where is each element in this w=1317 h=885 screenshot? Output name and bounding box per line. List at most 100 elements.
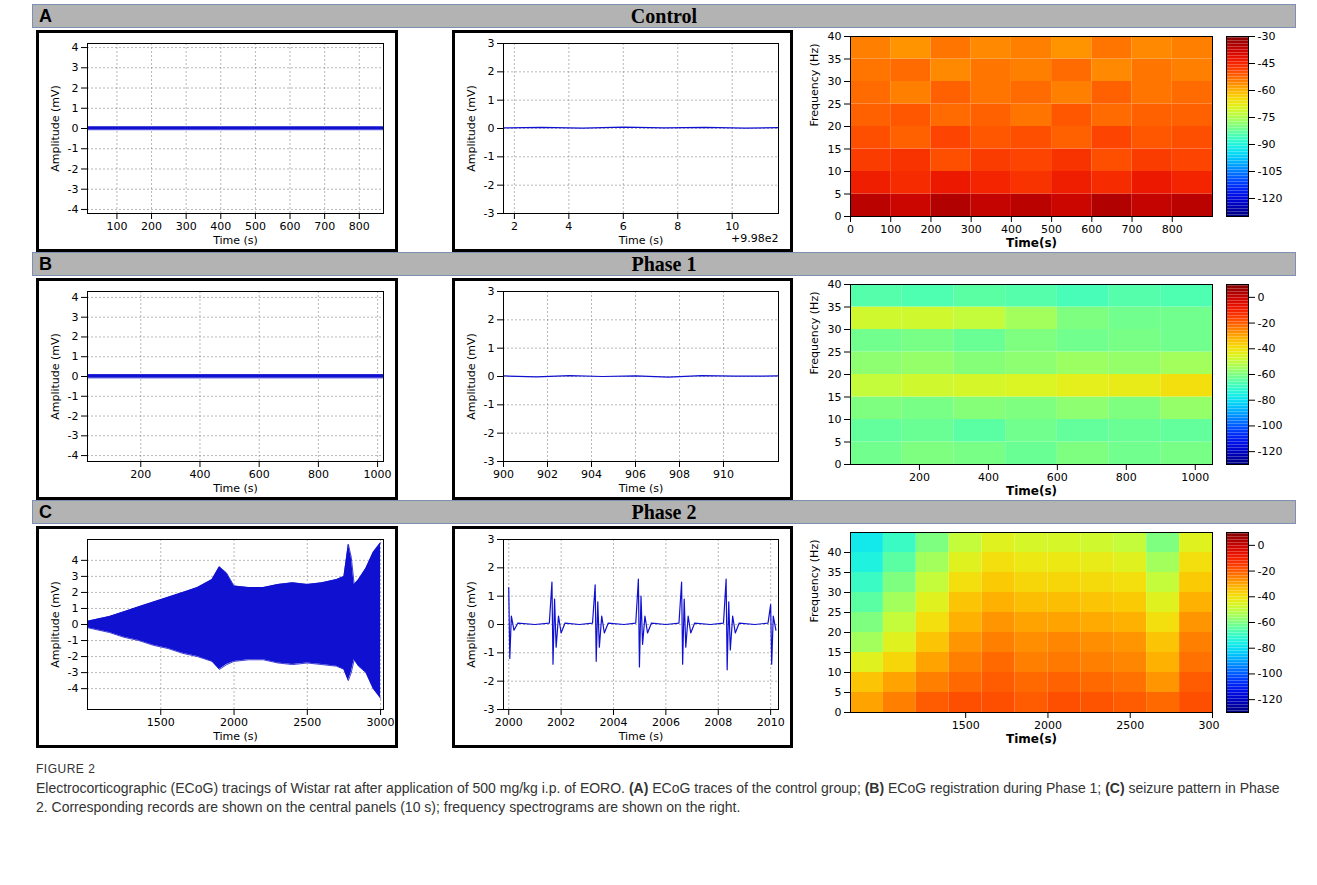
svg-text:-1: -1 xyxy=(484,398,495,411)
svg-text:3: 3 xyxy=(488,37,495,50)
svg-text:5: 5 xyxy=(835,436,842,449)
svg-text:800: 800 xyxy=(308,468,329,481)
svg-text:0: 0 xyxy=(488,122,495,135)
svg-text:2: 2 xyxy=(72,330,79,343)
svg-text:6: 6 xyxy=(620,220,627,233)
svg-text:2: 2 xyxy=(488,313,495,326)
svg-text:35: 35 xyxy=(828,301,842,314)
svg-text:0: 0 xyxy=(488,618,495,631)
svg-text:400: 400 xyxy=(978,471,999,484)
svg-text:4: 4 xyxy=(72,554,79,567)
svg-text:904: 904 xyxy=(581,468,602,481)
svg-text:Time (s): Time (s) xyxy=(212,482,258,495)
svg-text:-40: -40 xyxy=(1258,590,1276,603)
svg-text:Amplitude (mV): Amplitude (mV) xyxy=(465,333,478,420)
svg-text:Frequency (Hz): Frequency (Hz) xyxy=(808,292,821,375)
svg-text:-30: -30 xyxy=(1258,30,1276,43)
svg-text:Amplitude (mV): Amplitude (mV) xyxy=(49,581,62,668)
svg-text:3: 3 xyxy=(488,533,495,546)
svg-text:-80: -80 xyxy=(1258,394,1276,407)
svg-text:100: 100 xyxy=(106,220,127,233)
svg-text:2000: 2000 xyxy=(495,716,523,729)
svg-text:1: 1 xyxy=(488,590,495,603)
svg-text:-2: -2 xyxy=(484,179,495,192)
svg-text:0: 0 xyxy=(72,370,79,383)
svg-text:0: 0 xyxy=(72,122,79,135)
svg-text:-100: -100 xyxy=(1258,419,1283,432)
svg-text:30: 30 xyxy=(828,323,842,336)
svg-text:1: 1 xyxy=(488,94,495,107)
svg-text:400: 400 xyxy=(210,220,231,233)
svg-text:Time (s): Time (s) xyxy=(618,234,664,247)
svg-text:-1: -1 xyxy=(484,646,495,659)
svg-text:300: 300 xyxy=(961,223,982,236)
svg-text:-20: -20 xyxy=(1258,565,1276,578)
svg-text:Amplitude (mV): Amplitude (mV) xyxy=(465,85,478,172)
svg-text:100: 100 xyxy=(880,223,901,236)
svg-text:2: 2 xyxy=(488,561,495,574)
svg-text:-3: -3 xyxy=(484,207,495,220)
svg-text:3000: 3000 xyxy=(1199,719,1221,732)
svg-text:25: 25 xyxy=(828,346,842,359)
svg-text:300: 300 xyxy=(176,220,197,233)
svg-text:400: 400 xyxy=(1001,223,1022,236)
svg-text:-3: -3 xyxy=(68,429,79,442)
svg-text:2: 2 xyxy=(72,82,79,95)
svg-text:-2: -2 xyxy=(484,675,495,688)
svg-text:Time (s): Time (s) xyxy=(212,234,258,247)
svg-text:800: 800 xyxy=(1162,223,1183,236)
svg-text:200: 200 xyxy=(909,471,930,484)
svg-text:200: 200 xyxy=(141,220,162,233)
svg-text:Time(s): Time(s) xyxy=(1006,732,1057,746)
svg-text:Time(s): Time(s) xyxy=(1006,236,1057,250)
svg-text:700: 700 xyxy=(1122,223,1143,236)
svg-text:0: 0 xyxy=(72,618,79,631)
svg-text:-1: -1 xyxy=(68,390,79,403)
svg-text:500: 500 xyxy=(1041,223,1062,236)
svg-text:0: 0 xyxy=(488,370,495,383)
svg-text:1: 1 xyxy=(488,342,495,355)
svg-text:40: 40 xyxy=(828,278,842,291)
svg-text:4: 4 xyxy=(565,220,572,233)
svg-text:3: 3 xyxy=(72,570,79,583)
svg-text:25: 25 xyxy=(828,606,842,619)
svg-text:3: 3 xyxy=(72,61,79,74)
svg-text:Amplitude (mV): Amplitude (mV) xyxy=(465,581,478,668)
svg-text:Amplitude (mV): Amplitude (mV) xyxy=(49,85,62,172)
svg-text:-120: -120 xyxy=(1258,445,1283,458)
svg-text:-4: -4 xyxy=(68,449,79,462)
svg-text:600: 600 xyxy=(1047,471,1068,484)
svg-text:-3: -3 xyxy=(68,666,79,679)
svg-text:-1: -1 xyxy=(68,634,79,647)
svg-text:800: 800 xyxy=(349,220,370,233)
svg-text:15: 15 xyxy=(828,143,842,156)
svg-text:0: 0 xyxy=(835,706,842,719)
svg-text:-75: -75 xyxy=(1258,111,1276,124)
svg-text:25: 25 xyxy=(828,98,842,111)
svg-text:3: 3 xyxy=(488,285,495,298)
svg-text:-20: -20 xyxy=(1258,317,1276,330)
svg-text:1000: 1000 xyxy=(364,468,392,481)
svg-text:35: 35 xyxy=(828,566,842,579)
svg-text:Time (s): Time (s) xyxy=(618,730,664,743)
svg-text:+9.98e2: +9.98e2 xyxy=(731,232,778,245)
svg-text:30: 30 xyxy=(828,75,842,88)
svg-text:2004: 2004 xyxy=(600,716,628,729)
svg-text:2: 2 xyxy=(511,220,518,233)
svg-text:15: 15 xyxy=(828,391,842,404)
svg-text:2010: 2010 xyxy=(757,716,785,729)
svg-text:10: 10 xyxy=(828,666,842,679)
svg-text:1: 1 xyxy=(72,602,79,615)
svg-text:35: 35 xyxy=(828,53,842,66)
svg-text:600: 600 xyxy=(1081,223,1102,236)
svg-text:1500: 1500 xyxy=(952,719,980,732)
svg-text:0: 0 xyxy=(835,458,842,471)
svg-text:-120: -120 xyxy=(1258,693,1283,706)
svg-text:5: 5 xyxy=(835,686,842,699)
svg-text:2006: 2006 xyxy=(652,716,680,729)
svg-text:500: 500 xyxy=(245,220,266,233)
svg-text:-4: -4 xyxy=(68,682,79,695)
svg-text:200: 200 xyxy=(130,468,151,481)
svg-text:0: 0 xyxy=(847,223,854,236)
svg-text:Amplitude (mV): Amplitude (mV) xyxy=(49,333,62,420)
